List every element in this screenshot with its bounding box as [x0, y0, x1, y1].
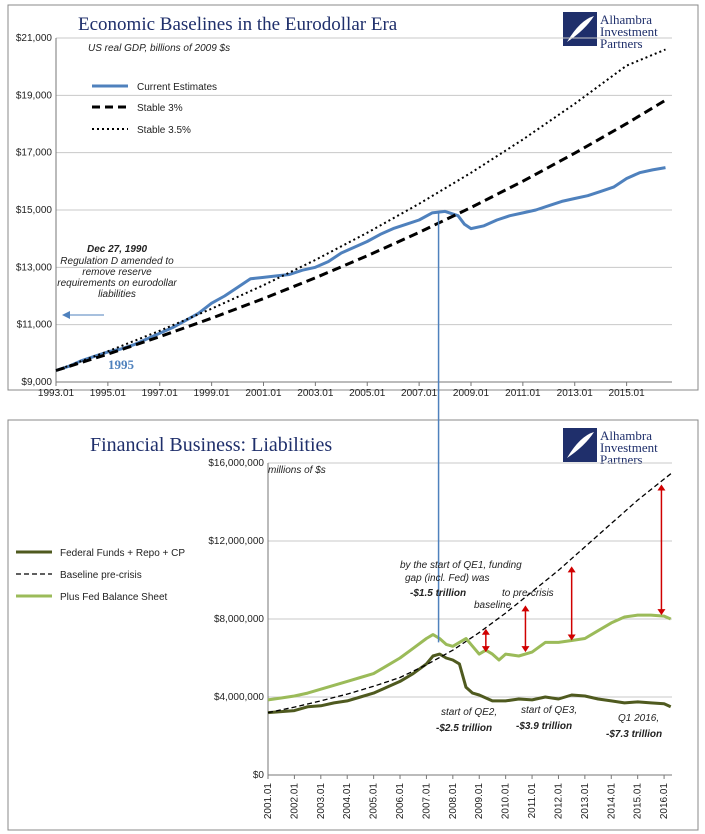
top-xtick-label: 2001.01 — [245, 388, 282, 399]
bottom-xtick-label: 2012.01 — [553, 783, 564, 820]
qe1-suffix: to pre-crisis — [502, 588, 554, 599]
logo-line3: Partners — [600, 452, 643, 467]
bottom-xtick-label: 2013.01 — [580, 783, 591, 820]
bottom-xtick-label: 2010.01 — [501, 783, 512, 820]
top-ytick-label: $13,000 — [16, 262, 53, 273]
qe2-value: -$2.5 trillion — [436, 723, 492, 734]
q1-2016-value: -$7.3 trillion — [606, 729, 662, 740]
top-chart-subtitle: US real GDP, billions of 2009 $s — [88, 43, 230, 54]
top-xtick-label: 2003.01 — [297, 388, 334, 399]
bottom-xtick-label: 2006.01 — [395, 783, 406, 820]
year-1995-label: 1995 — [108, 357, 135, 372]
bottom-chart-title: Financial Business: Liabilities — [90, 434, 332, 456]
qe1-value: -$1.5 trillion — [410, 588, 466, 599]
top-xtick-label: 1995.01 — [90, 388, 127, 399]
bottom-ytick-label: $0 — [253, 770, 265, 781]
qe2-label: start of QE2, — [441, 707, 497, 718]
top-xtick-label: 1997.01 — [142, 388, 179, 399]
top-xtick-label: 1993.01 — [38, 388, 75, 399]
bottom-xtick-label: 2005.01 — [369, 783, 380, 820]
qe1-annotation-line: by the start of QE1, funding — [400, 560, 522, 571]
bottom-chart-subtitle: millions of $s — [268, 465, 326, 476]
q1-2016-label: Q1 2016, — [618, 713, 659, 724]
top-chart-title: Economic Baselines in the Eurodollar Era — [78, 14, 398, 35]
bottom-ytick-label: $12,000,000 — [208, 536, 264, 547]
bottom-xtick-label: 2009.01 — [474, 783, 485, 820]
top-ytick-label: $11,000 — [17, 320, 53, 331]
top-xtick-label: 2013.01 — [557, 388, 594, 399]
top-ytick-label: $15,000 — [16, 205, 53, 216]
legend-label-fedfunds: Federal Funds + Repo + CP — [60, 548, 185, 559]
legend-label-35pct: Stable 3.5% — [137, 125, 191, 136]
bottom-xtick-label: 2016.01 — [659, 783, 670, 820]
bottom-xtick-label: 2001.01 — [263, 783, 274, 820]
bottom-xtick-label: 2007.01 — [421, 783, 432, 820]
top-ytick-label: $9,000 — [21, 377, 52, 388]
legend-label-current: Current Estimates — [137, 82, 217, 93]
bottom-xtick-label: 2003.01 — [316, 783, 327, 820]
annotation-line: remove reserve — [82, 267, 152, 278]
bottom-xtick-label: 2015.01 — [633, 783, 644, 820]
top-xtick-label: 2005.01 — [349, 388, 386, 399]
top-ytick-label: $19,000 — [16, 90, 53, 101]
annotation-date: Dec 27, 1990 — [87, 244, 147, 255]
bottom-xtick-label: 2014.01 — [606, 783, 617, 820]
bottom-xtick-label: 2011.01 — [527, 783, 538, 819]
bottom-xtick-label: 2002.01 — [289, 783, 300, 820]
top-panel-frame — [8, 5, 698, 390]
top-ytick-label: $17,000 — [16, 148, 53, 159]
bottom-ytick-label: $16,000,000 — [208, 458, 264, 469]
qe1-tail: baseline — [474, 600, 512, 611]
top-xtick-label: 2009.01 — [453, 388, 490, 399]
annotation-line: requirements on eurodollar — [57, 278, 177, 289]
chart-canvas: Economic Baselines in the Eurodollar Era… — [0, 0, 705, 834]
qe1-annotation-line: gap (incl. Fed) was — [405, 573, 489, 584]
bottom-ytick-label: $4,000,000 — [214, 692, 264, 703]
legend-label-baseline: Baseline pre-crisis — [60, 570, 142, 581]
bottom-panel-frame — [8, 420, 698, 830]
top-xtick-label: 2015.01 — [609, 388, 646, 399]
top-ytick-label: $21,000 — [16, 33, 53, 44]
qe3-label: start of QE3, — [521, 705, 577, 716]
bottom-xtick-label: 2004.01 — [342, 783, 353, 820]
annotation-line: Regulation D amended to — [60, 256, 174, 267]
top-xtick-label: 2007.01 — [401, 388, 438, 399]
qe3-value: -$3.9 trillion — [516, 721, 572, 732]
annotation-line: liabilities — [98, 289, 136, 300]
top-xtick-label: 1999.01 — [194, 388, 231, 399]
bottom-ytick-label: $8,000,000 — [214, 614, 264, 625]
top-xtick-label: 2011.01 — [505, 388, 541, 399]
legend-label-3pct: Stable 3% — [137, 103, 183, 114]
legend-label-plusfed: Plus Fed Balance Sheet — [60, 592, 168, 603]
bottom-xtick-label: 2008.01 — [448, 783, 459, 820]
